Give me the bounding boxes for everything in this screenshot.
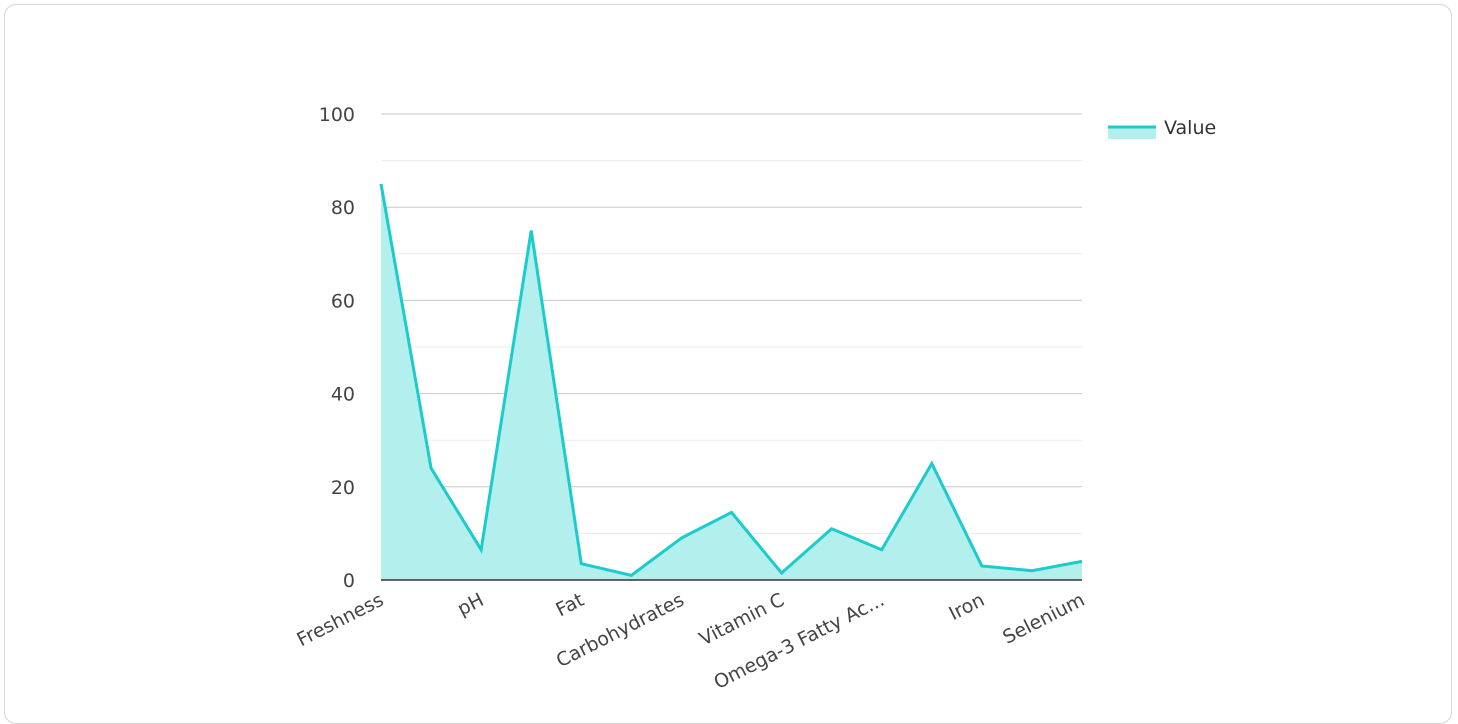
area-fill-layer bbox=[381, 183, 1082, 580]
series-line-layer bbox=[379, 183, 1083, 577]
legend-label-value: Value bbox=[1164, 117, 1216, 139]
y-tick-label: 100 bbox=[319, 104, 355, 126]
x-tick-label: Selenium bbox=[999, 589, 1088, 649]
series-line-value bbox=[379, 183, 1083, 577]
y-tick-label: 40 bbox=[331, 384, 355, 406]
y-tick-label: 20 bbox=[331, 477, 355, 499]
x-tick-label: pH bbox=[454, 589, 487, 621]
y-tick-label: 0 bbox=[343, 570, 355, 592]
x-tick-label: Fat bbox=[552, 589, 587, 621]
chart-card bbox=[4, 4, 1452, 724]
y-tick-label: 80 bbox=[331, 197, 355, 219]
y-axis: 0 20 40 60 80 100 bbox=[319, 104, 355, 592]
y-tick-label: 60 bbox=[331, 290, 355, 312]
series-area-value bbox=[381, 183, 1082, 580]
x-tick-label: Iron bbox=[945, 589, 988, 625]
legend-swatch-fill bbox=[1108, 127, 1156, 139]
legend[interactable]: Value bbox=[1108, 117, 1216, 139]
x-tick-label: Omega-3 Fatty Ac... bbox=[710, 589, 888, 694]
x-tick-label: Freshness bbox=[293, 589, 387, 651]
grid-lines bbox=[381, 113, 1082, 534]
